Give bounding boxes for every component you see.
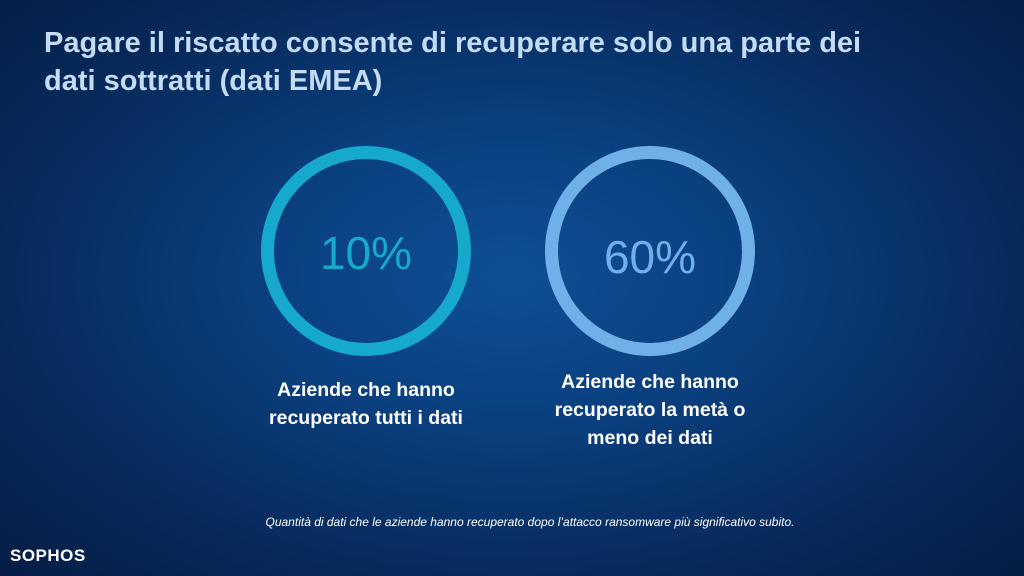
stat-caption: Aziende che hanno recuperato tutti i dat… bbox=[236, 376, 496, 432]
stat-caption-line: meno dei dati bbox=[587, 427, 713, 449]
slide-title-line: dati sottratti (dati EMEA) bbox=[44, 65, 383, 97]
stat-half-or-less-recovered: 60% Aziende che hanno recuperato la metà… bbox=[520, 146, 780, 452]
sophos-logo: SOPHOS bbox=[10, 546, 86, 565]
footnote: Quantità di dati che le aziende hanno re… bbox=[265, 515, 795, 529]
stat-ring: 10% bbox=[261, 146, 471, 356]
slide-title: Pagare il riscatto consente di recuperar… bbox=[44, 24, 964, 100]
stat-caption-line: Aziende che hanno bbox=[277, 379, 455, 401]
stat-caption-line: Aziende che hanno bbox=[561, 371, 739, 393]
stat-ring: 60% bbox=[545, 146, 755, 356]
stat-value: 10% bbox=[319, 227, 413, 279]
stat-caption-line: recuperato tutti i dati bbox=[269, 407, 463, 429]
stat-caption-line: recuperato la metà o bbox=[554, 399, 746, 421]
stat-value: 60% bbox=[603, 231, 697, 283]
stat-caption: Aziende che hanno recuperato la metà o m… bbox=[520, 368, 780, 452]
stat-all-data-recovered: 10% Aziende che hanno recuperato tutti i… bbox=[236, 146, 496, 432]
slide-title-line: Pagare il riscatto consente di recuperar… bbox=[44, 27, 862, 59]
